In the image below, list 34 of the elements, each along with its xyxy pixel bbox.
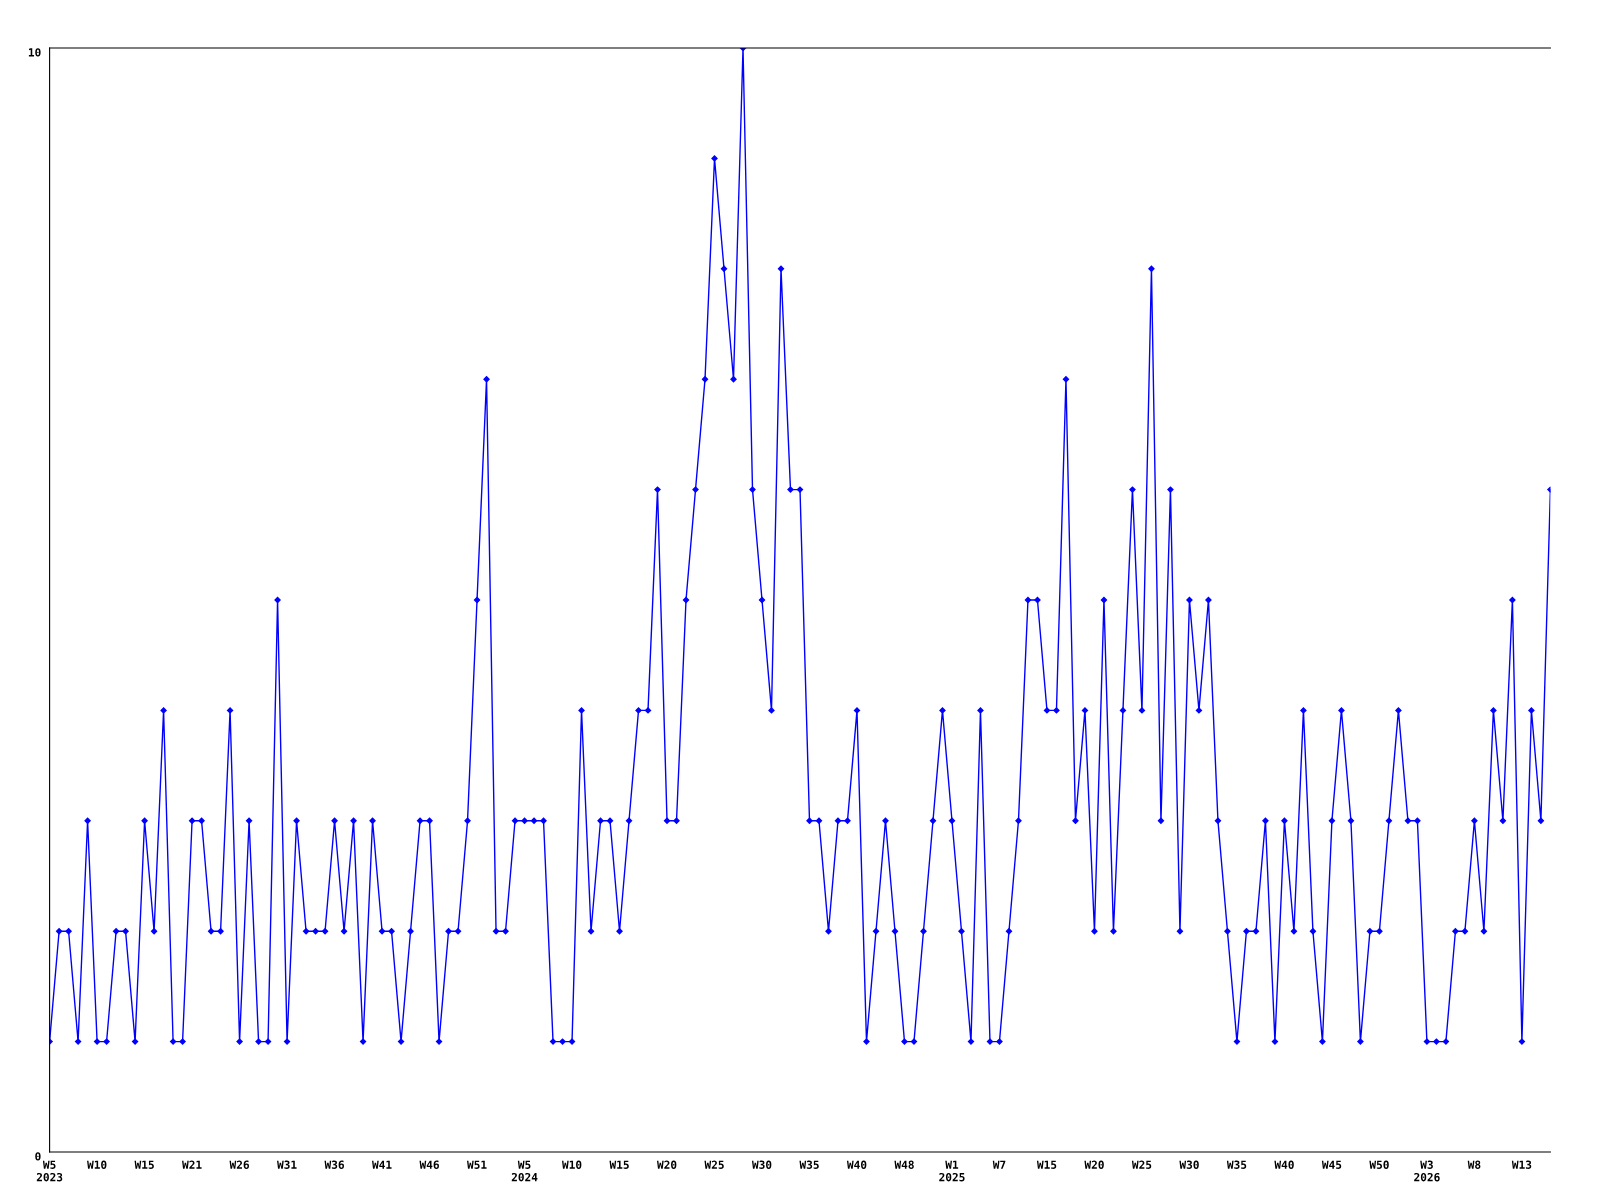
x-tick-label: W15 (609, 1160, 629, 1169)
x-tick-label: W13 (1511, 1160, 1532, 1169)
x-tick-label: W35 (799, 1160, 819, 1169)
x-tick-label: W25 (1131, 1160, 1152, 1169)
x-tick-label: W5 2024 (511, 1160, 538, 1182)
x-tick-label: W26 (229, 1160, 250, 1169)
x-tick-label: W3 2026 (1414, 1160, 1440, 1182)
x-tick-label: W8 (1467, 1160, 1481, 1169)
x-tick-label: W21 (182, 1160, 202, 1169)
x-tick-label: W31 (277, 1160, 297, 1169)
x-tick-label: W15 (1036, 1160, 1057, 1169)
x-tick-label: W51 (467, 1160, 487, 1169)
x-tick-label: W48 (894, 1160, 914, 1169)
x-tick-label: W10 (562, 1160, 582, 1169)
x-tick-label: W36 (324, 1160, 344, 1169)
y-tick-label: 0 (35, 1152, 41, 1161)
x-tick-label: W5 2023 (36, 1160, 63, 1182)
x-tick-label: W20 (1084, 1160, 1104, 1169)
x-tick-label: W25 (704, 1160, 724, 1169)
x-tick-label: W7 (992, 1160, 1006, 1169)
x-tick-label: W20 (656, 1160, 677, 1169)
x-tick-label: W50 (1369, 1160, 1389, 1169)
x-tick-label: W46 (419, 1160, 439, 1169)
x-tick-label: W41 (372, 1160, 392, 1169)
x-tick-label: W15 (134, 1160, 154, 1169)
x-tick-label: W1 2025 (939, 1160, 965, 1182)
x-tick-label: W40 (846, 1160, 867, 1169)
x-tick-label: W40 (1274, 1160, 1294, 1169)
x-tick-label: W35 (1226, 1160, 1247, 1169)
x-tick-label: W45 (1321, 1160, 1342, 1169)
y-tick-label: 10 (28, 48, 41, 57)
x-tick-label: W10 (87, 1160, 107, 1169)
x-tick-label: W30 (751, 1160, 772, 1169)
x-tick-label: W30 (1179, 1160, 1199, 1169)
